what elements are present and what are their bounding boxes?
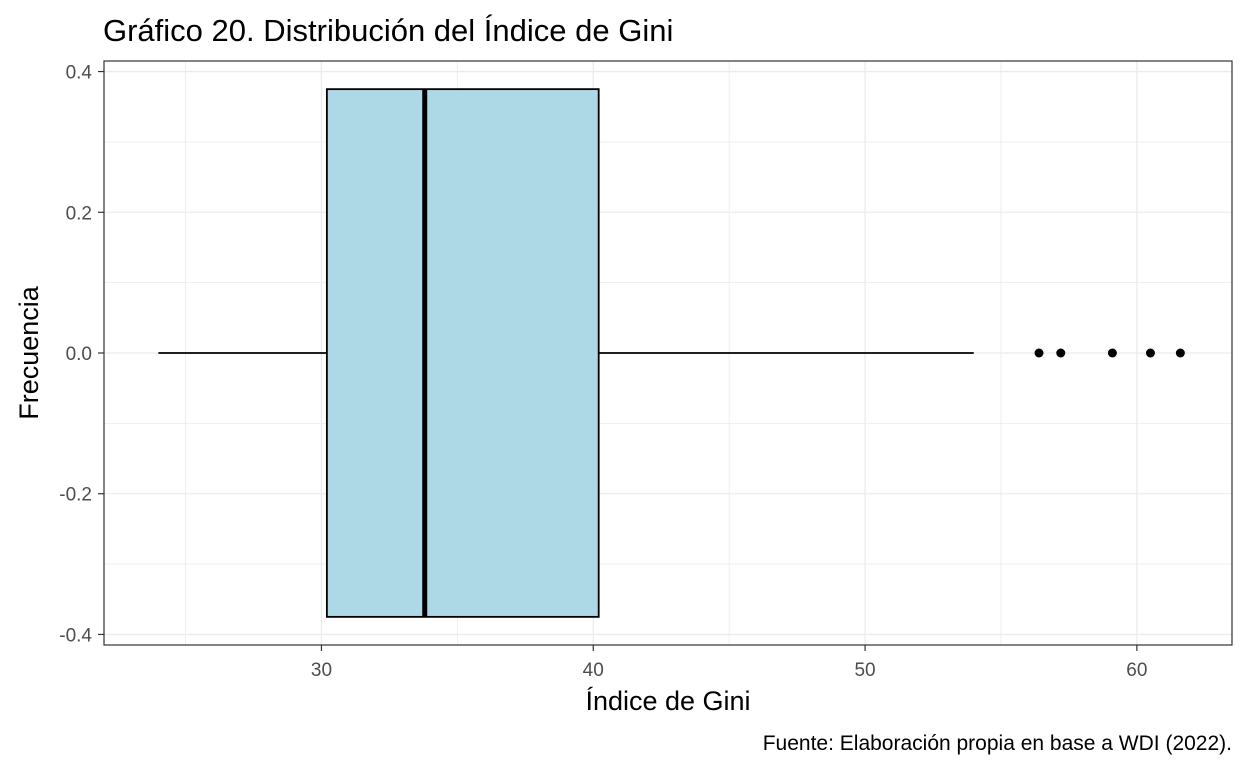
outlier-point	[1175, 348, 1185, 358]
y-tick-label: 0.2	[66, 203, 92, 224]
outlier-point	[1145, 348, 1155, 358]
plot-marks	[158, 88, 1185, 618]
y-tick-label: -0.2	[59, 485, 92, 506]
y-axis-title: Frecuencia	[14, 285, 44, 420]
axes: 30 40 50 60 0.4 0.2 0.0 -0.2 -0.4	[59, 63, 1147, 681]
x-tick-label: 60	[1126, 660, 1147, 681]
outlier-point	[1056, 348, 1066, 358]
y-tick-label: 0.0	[66, 344, 92, 365]
x-tick-label: 40	[583, 660, 604, 681]
y-tick-label: 0.4	[66, 63, 93, 84]
x-axis-title: Índice de Gini	[585, 686, 750, 716]
outlier-point	[1107, 348, 1117, 358]
chart-title: Gráfico 20. Distribución del Índice de G…	[103, 13, 673, 48]
interquartile-box	[325, 88, 600, 618]
chart-caption: Fuente: Elaboración propia en base a WDI…	[763, 732, 1232, 755]
outlier-point	[1034, 348, 1044, 358]
y-tick-label: -0.4	[59, 625, 92, 646]
x-tick-label: 50	[854, 660, 875, 681]
x-tick-label: 30	[311, 660, 332, 681]
